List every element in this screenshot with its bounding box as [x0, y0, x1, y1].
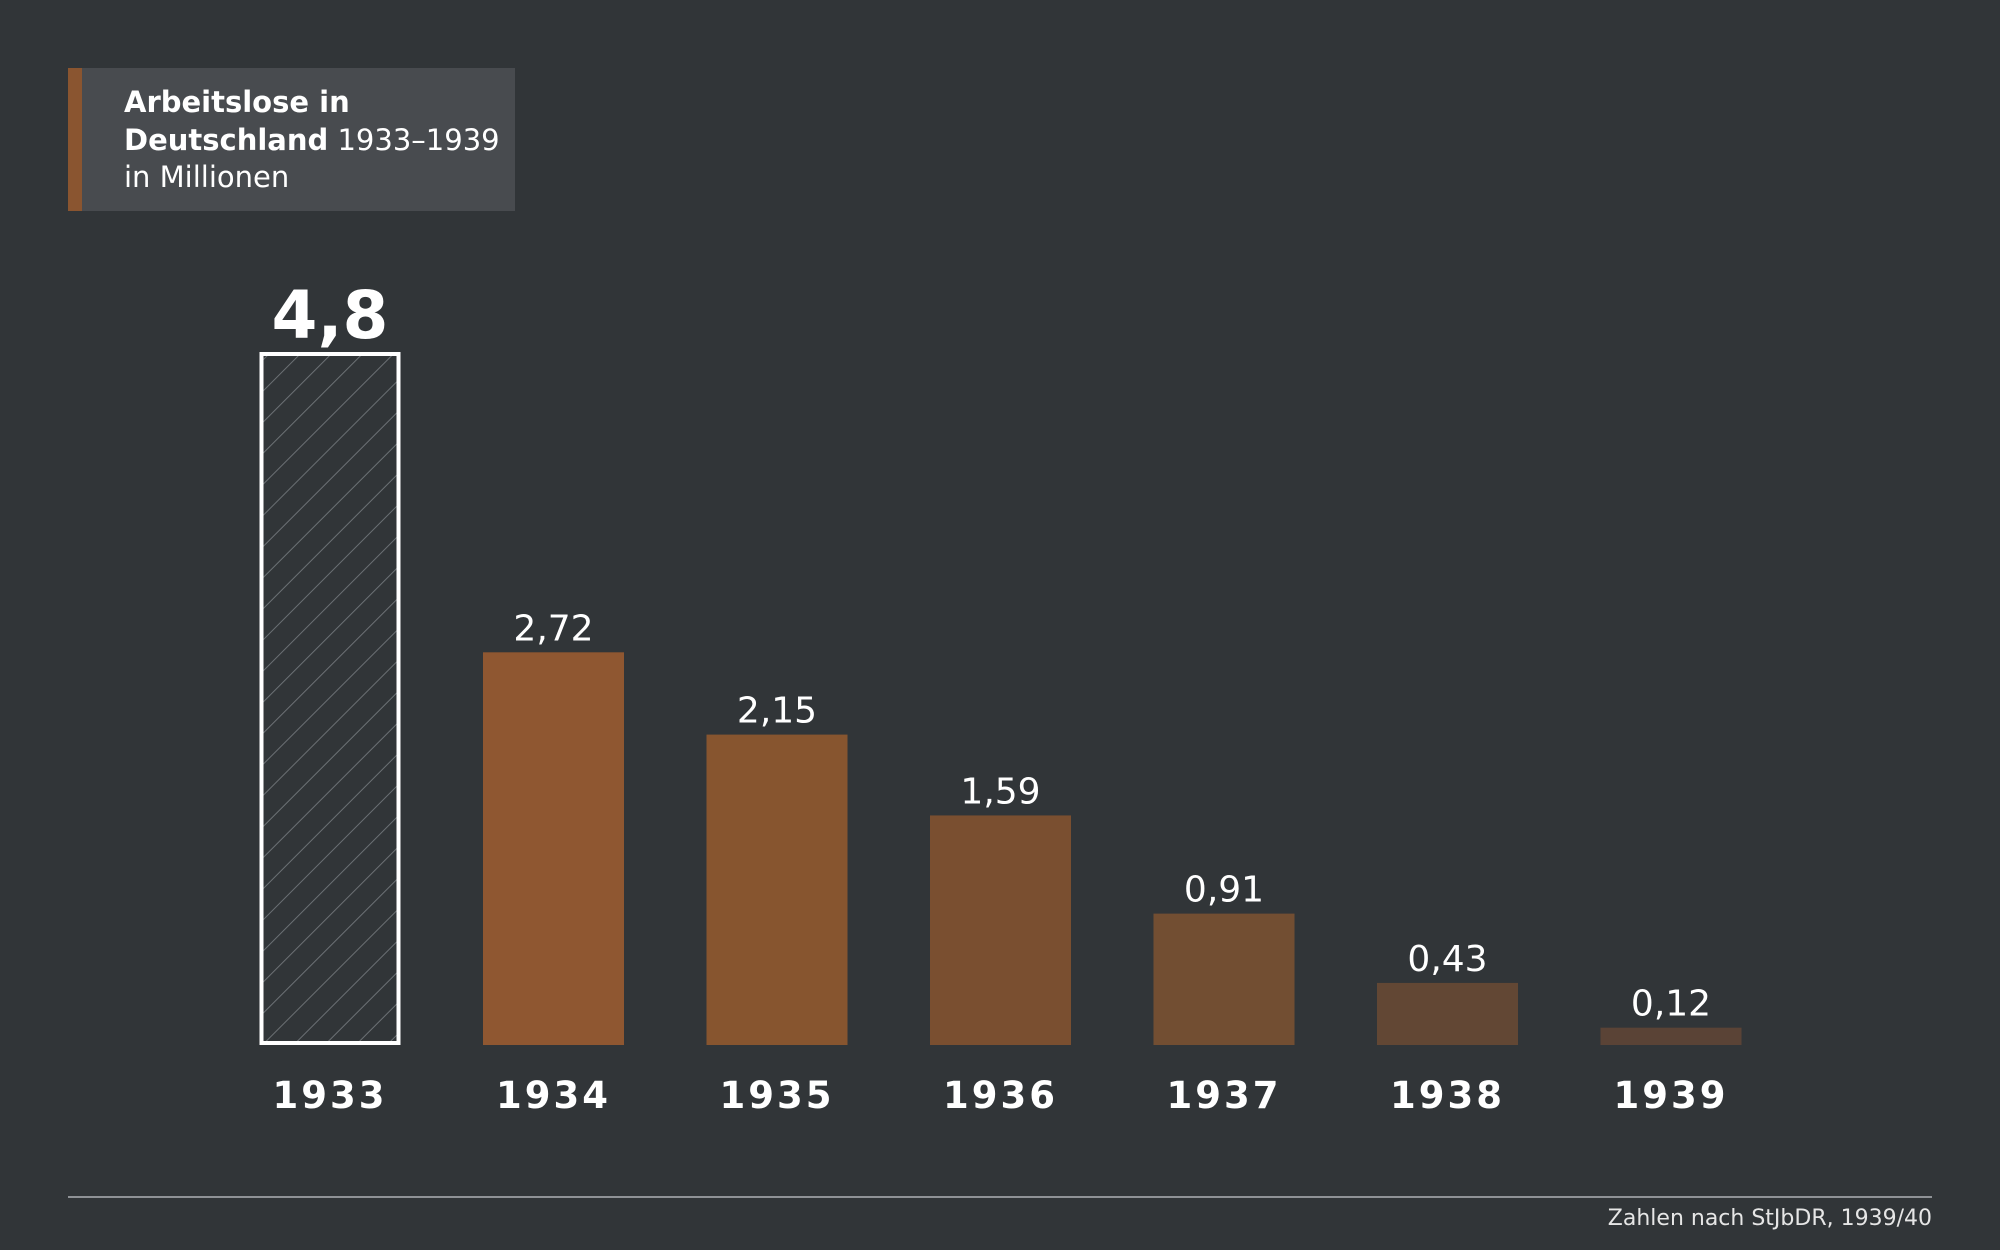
title-year-range: 1933–1939 [337, 122, 500, 157]
value-label-1936: 1,59 [960, 771, 1040, 812]
chart-title: Arbeitslose in Deutschland 1933–1939 in … [124, 84, 500, 197]
source-note: Zahlen nach StJbDR, 1939/40 [1607, 1206, 1932, 1231]
title-accent-bar [68, 68, 82, 211]
title-line-2: Deutschland [124, 122, 329, 157]
year-label-1934: 1934 [496, 1074, 611, 1117]
bar-1938 [1377, 982, 1518, 1045]
value-label-1935: 2,15 [737, 691, 817, 732]
bar-1937 [1153, 913, 1295, 1045]
value-label-1939: 0,12 [1631, 984, 1711, 1025]
bar-1936 [930, 815, 1071, 1045]
bar-1934 [483, 652, 624, 1045]
bar-1933 [259, 352, 401, 1045]
year-label-1937: 1937 [1167, 1074, 1282, 1117]
footer-divider [68, 1196, 1932, 1198]
bar-1935 [706, 734, 848, 1045]
year-label-1938: 1938 [1390, 1074, 1505, 1117]
bar-1939 [1600, 1027, 1742, 1045]
value-label-1933: 4,8 [272, 277, 389, 354]
title-line-1: Arbeitslose in [124, 85, 350, 119]
title-unit: in Millionen [124, 160, 290, 194]
year-label-1936: 1936 [943, 1074, 1058, 1117]
chart-title-box: Arbeitslose in Deutschland 1933–1939 in … [68, 68, 515, 211]
value-label-1937: 0,91 [1184, 870, 1264, 911]
value-label-1934: 2,72 [513, 608, 593, 649]
value-label-1938: 0,43 [1407, 939, 1487, 980]
year-label-1935: 1935 [720, 1074, 835, 1117]
year-label-1933: 1933 [273, 1074, 388, 1117]
year-label-1939: 1939 [1614, 1074, 1729, 1117]
